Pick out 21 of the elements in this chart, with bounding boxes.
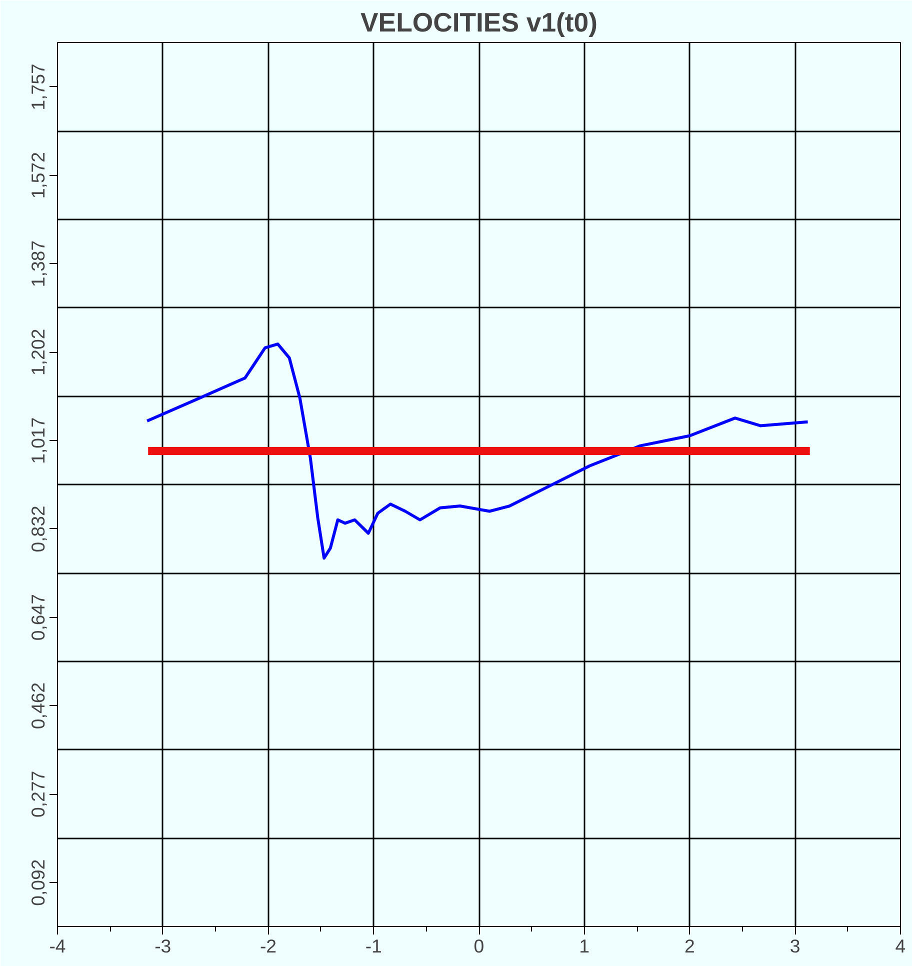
x-tick-label: -1	[365, 936, 382, 956]
line-series	[146, 342, 810, 560]
x-tick-label: -3	[154, 936, 172, 956]
y-tick-label: 1,572	[28, 152, 48, 199]
chart-title: VELOCITIES v1(t0)	[360, 8, 598, 38]
x-tick-label: 2	[684, 936, 695, 956]
y-tick-label: 0,092	[28, 859, 48, 906]
x-tick-label: 4	[895, 936, 906, 956]
y-tick-label: 1,387	[28, 240, 48, 288]
y-tick-label: 1,757	[28, 64, 48, 110]
x-tick-label: 3	[790, 936, 800, 956]
x-tick-label: -4	[49, 936, 66, 956]
x-tick-label: 1	[579, 936, 590, 956]
y-tick-label: 1,017	[28, 417, 48, 464]
y-tick-label: 0,832	[28, 506, 48, 552]
y-tick-label: 0,647	[28, 594, 48, 641]
y-tick-label: 0,277	[28, 770, 48, 818]
x-tick-label: 0	[474, 936, 484, 956]
x-tick-label: -2	[260, 936, 277, 956]
y-tick-label: 0,462	[28, 682, 48, 730]
y-tick-label: 1,202	[28, 328, 48, 376]
